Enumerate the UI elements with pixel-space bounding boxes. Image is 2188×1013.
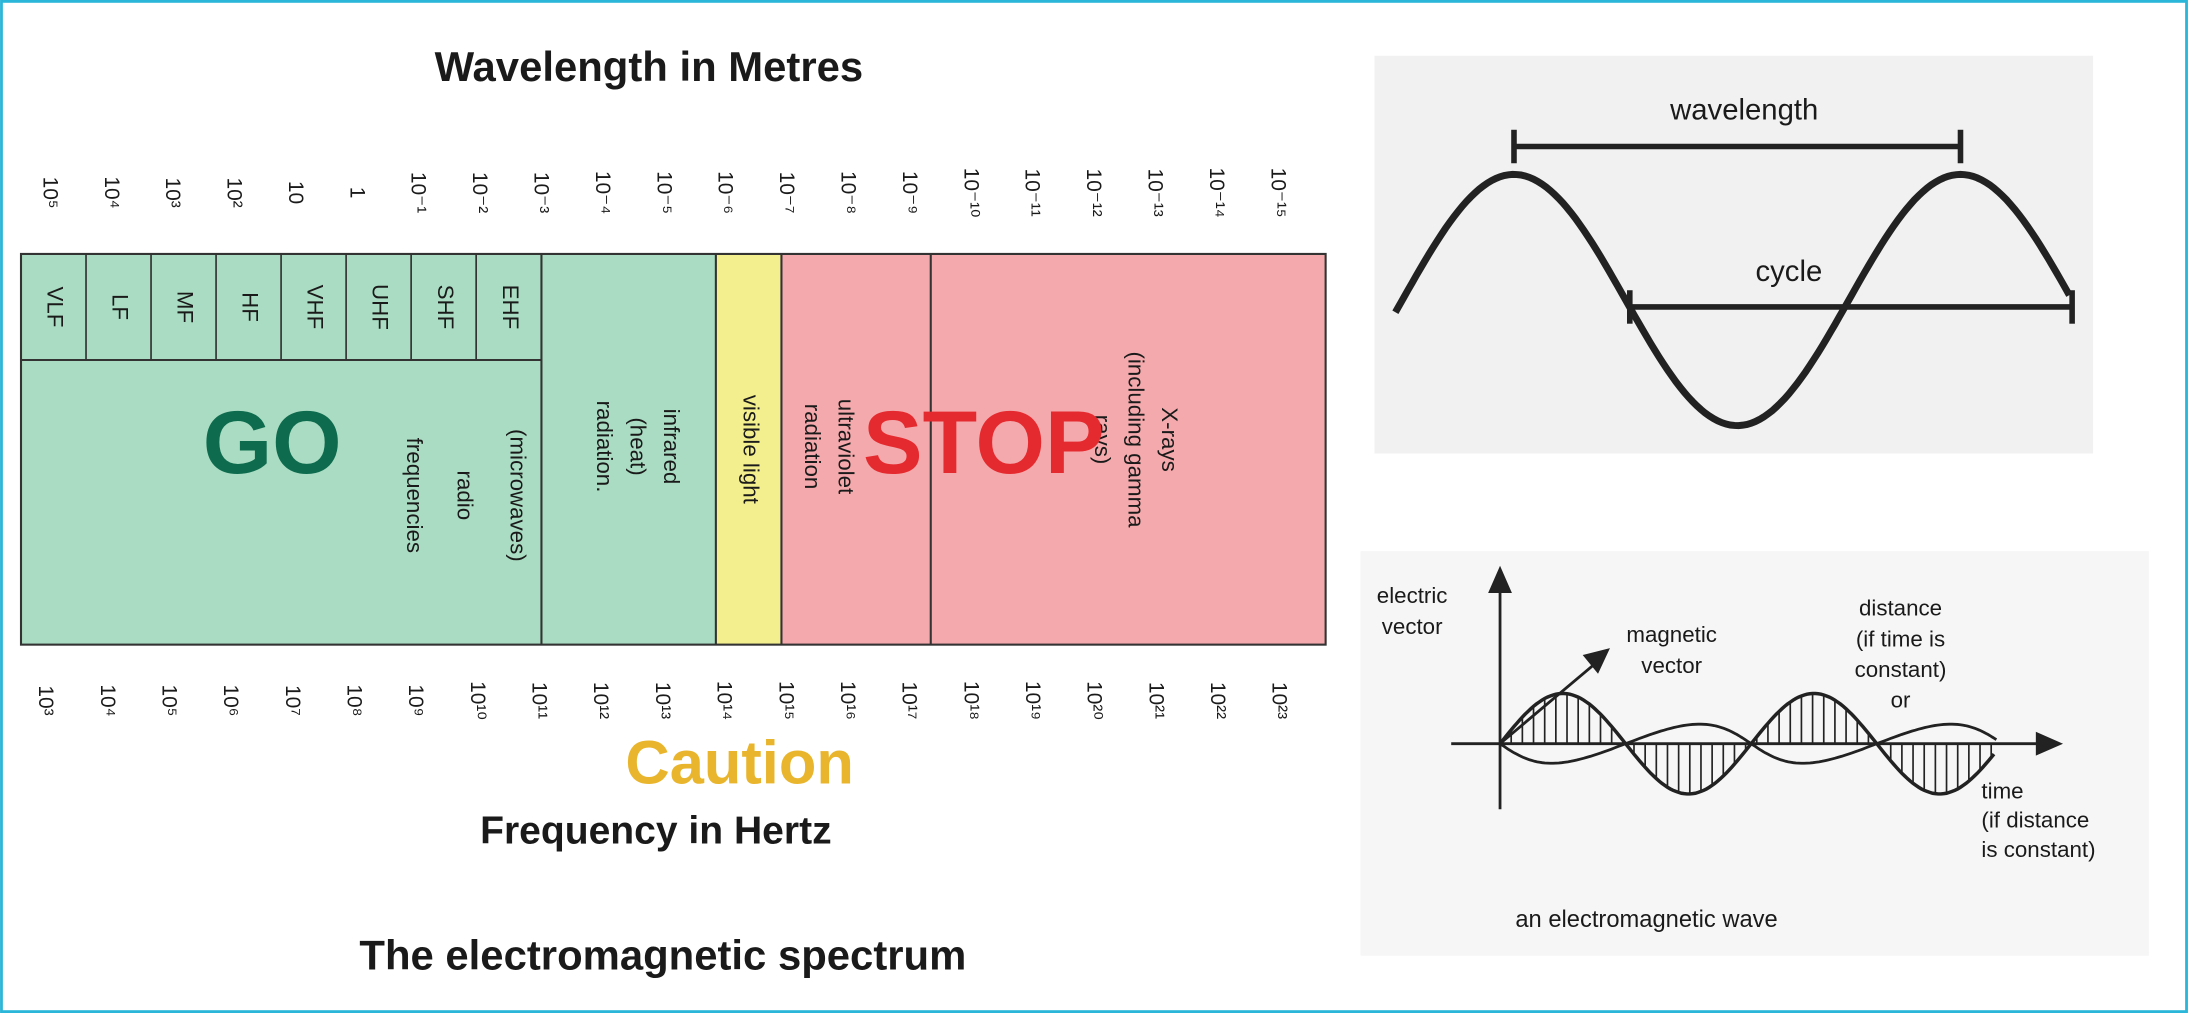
- electric-vector-label: electric: [1377, 583, 1448, 608]
- magnetic-wave: [1499, 722, 1998, 765]
- wavelength-tick: 10⁻⁶: [714, 171, 737, 214]
- frequency-tick: 10²¹: [1144, 682, 1167, 719]
- stop-label: STOP: [863, 392, 1105, 492]
- frequency-tick: 10⁷: [281, 685, 304, 716]
- wavelength-tick: 10⁻¹: [407, 172, 430, 213]
- wavelength-tick: 10⁻⁸: [836, 171, 859, 214]
- wavelength-tick: 10⁻⁴: [591, 171, 614, 214]
- em-panel: [1360, 551, 2149, 956]
- spectrum-lines: [19, 252, 1327, 646]
- frequency-tick: 10⁶: [219, 685, 242, 717]
- wavelength-tick: 10⁻¹¹: [1021, 168, 1044, 216]
- yellow-region: [715, 253, 782, 645]
- frequency-tick: 10⁵: [158, 684, 181, 716]
- wavelength-tick: 10⁻¹⁰: [959, 168, 982, 218]
- frequency-tick: 10¹¹: [528, 682, 551, 719]
- band-label: VLF: [43, 287, 68, 328]
- time-label: is constant): [1981, 837, 2095, 862]
- cycle-label: cycle: [1755, 255, 1822, 288]
- frequency-tick: 10¹⁶: [836, 681, 859, 720]
- em-caption: an electromagnetic wave: [1515, 907, 1777, 933]
- frequency-tick: 10⁸: [343, 684, 366, 716]
- frequency-tick: 10³: [34, 685, 57, 715]
- frequency-tick: 10¹⁷: [898, 682, 921, 720]
- wavelength-label: wavelength: [1669, 93, 1818, 126]
- wavelength-title: Wavelength in Metres: [435, 43, 864, 90]
- frequency-tick: 10²³: [1268, 682, 1291, 719]
- hatching: [1510, 693, 1993, 794]
- frequency-tick: 10²⁰: [1083, 681, 1106, 720]
- wavelength-tick: 10⁻¹³: [1143, 168, 1166, 216]
- wavelength-tick: 10³: [161, 177, 184, 207]
- wavelength-tick: 10⁻⁹: [898, 171, 921, 214]
- frequency-tick: 10⁹: [404, 684, 427, 716]
- distance-label: or: [1891, 688, 1911, 713]
- wavelength-tick: 10: [284, 181, 307, 204]
- frequency-title: Frequency in Hertz: [480, 809, 831, 852]
- infrared-label: radiation.: [592, 401, 617, 493]
- wavelength-tick: 10⁻⁷: [775, 172, 798, 214]
- frequency-tick: 10²²: [1206, 682, 1229, 719]
- wave-panel: [1374, 55, 2094, 454]
- xrays-label: X-rays: [1157, 407, 1182, 471]
- wavelength-tick: 10⁻⁵: [652, 171, 675, 214]
- frequency-tick: 10¹⁴: [713, 681, 736, 720]
- wavelength-tick: 10⁵: [38, 177, 61, 209]
- band-label: UHF: [368, 284, 393, 330]
- band-dividers: [85, 253, 477, 360]
- frequency-tick: 10¹³: [651, 682, 674, 719]
- frequency-tick: 10¹⁵: [774, 681, 797, 720]
- labels: Wavelength in Metres 10⁵ 10⁴ 10³ 10² 10 1 10⁻¹ 1…: [34, 43, 2095, 979]
- time-label: time: [1981, 778, 2023, 803]
- frequency-tick: 10¹⁰: [466, 681, 489, 720]
- caption: The electromagnetic spectrum: [359, 932, 966, 979]
- caution-label: Caution: [625, 729, 853, 798]
- infrared-label: infrared: [659, 409, 684, 485]
- band-label: SHF: [433, 285, 458, 330]
- magnetic-vector-label: vector: [1641, 653, 1702, 678]
- wavelength-tick: 1: [345, 187, 368, 199]
- electric-vector-label: vector: [1382, 614, 1443, 639]
- xrays-label: (including gamma: [1124, 351, 1149, 528]
- band-label: LF: [108, 294, 133, 320]
- wavelength-tick: 10⁴: [100, 176, 123, 208]
- frequency-tick: 10⁴: [96, 684, 119, 716]
- distance-label: distance: [1859, 596, 1942, 621]
- wavelength-tick: 10⁻¹⁴: [1205, 167, 1228, 217]
- frequency-tick: 10¹²: [589, 682, 612, 719]
- go-label: GO: [203, 392, 342, 492]
- ultraviolet-label: radiation: [800, 404, 825, 490]
- microwaves-label: (microwaves): [505, 429, 530, 562]
- sine-wave: [1392, 170, 2073, 430]
- wavelength-tick: 10⁻³: [530, 172, 553, 213]
- distance-label: (if time is: [1856, 626, 1945, 651]
- band-label: MF: [173, 291, 198, 323]
- band-label: HF: [238, 292, 263, 322]
- band-label: VHF: [303, 285, 328, 330]
- xrays-label: rays): [1090, 415, 1115, 465]
- wavelength-tick: 10⁻¹⁵: [1266, 168, 1289, 218]
- measure-bars: [1511, 129, 2075, 324]
- frequency-tick: 10¹⁹: [1021, 681, 1044, 720]
- green-region: [21, 253, 716, 645]
- magnetic-vector-label: magnetic: [1626, 622, 1717, 647]
- visible-label: visible light: [738, 395, 763, 505]
- ultraviolet-label: ultraviolet: [833, 399, 858, 495]
- electric-wave: [1498, 691, 1996, 796]
- red-region: [781, 253, 1326, 645]
- wavelength-tick: 10⁻²: [468, 172, 491, 213]
- frequency-tick: 10¹⁸: [959, 681, 982, 720]
- distance-label: constant): [1855, 657, 1947, 682]
- wavelength-tick: 10²: [223, 177, 246, 207]
- band-label: EHF: [498, 285, 523, 330]
- radio-label: frequencies: [402, 438, 427, 553]
- radio-label: radio: [452, 471, 477, 521]
- time-label: (if distance: [1981, 808, 2089, 833]
- infrared-label: (heat): [625, 417, 650, 475]
- wavelength-tick: 10⁻¹²: [1082, 168, 1105, 216]
